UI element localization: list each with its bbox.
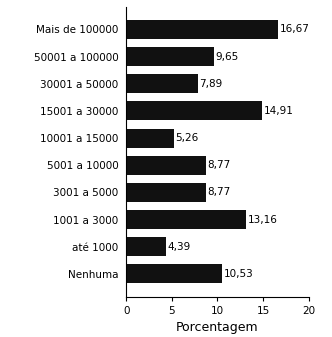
- Bar: [126, 237, 166, 256]
- Bar: [126, 210, 246, 229]
- Text: 5,26: 5,26: [176, 133, 199, 143]
- Text: 10,53: 10,53: [224, 269, 253, 279]
- Bar: [126, 156, 206, 175]
- Bar: [126, 128, 174, 148]
- Text: 13,16: 13,16: [248, 215, 278, 224]
- Text: 8,77: 8,77: [208, 187, 231, 197]
- Bar: [126, 20, 278, 39]
- Bar: [126, 264, 222, 283]
- Text: 8,77: 8,77: [208, 160, 231, 170]
- Bar: [126, 101, 262, 120]
- Bar: [126, 47, 214, 66]
- Text: 7,89: 7,89: [200, 79, 223, 89]
- Text: 4,39: 4,39: [168, 242, 191, 252]
- Text: 14,91: 14,91: [264, 106, 293, 116]
- Text: 16,67: 16,67: [280, 24, 310, 34]
- Bar: [126, 183, 206, 202]
- X-axis label: Porcentagem: Porcentagem: [176, 321, 259, 334]
- Text: 9,65: 9,65: [216, 52, 239, 62]
- Bar: [126, 74, 198, 93]
